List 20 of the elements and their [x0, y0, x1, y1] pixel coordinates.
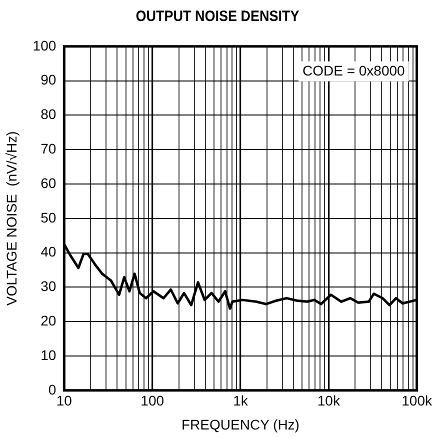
y-tick-label: 40	[40, 244, 56, 260]
y-tick-label: 20	[40, 312, 56, 328]
x-tick-label: 10	[56, 392, 72, 409]
y-tick-label: 0	[48, 381, 56, 398]
y-axis-title: VOLTAGE NOISE (nV/√Hz)	[3, 131, 20, 306]
y-tick-label: 90	[40, 72, 56, 88]
chart-title: OUTPUT NOISE DENSITY	[134, 8, 300, 25]
y-tick-label: 60	[40, 174, 56, 191]
y-tick-label: 50	[40, 209, 56, 226]
x-tick-label: 10k	[317, 392, 341, 409]
y-tick-label: 30	[40, 278, 56, 294]
x-axis-title: FREQUENCY (Hz)	[182, 416, 300, 432]
y-tick-label: 100	[32, 37, 56, 54]
x-tick-label: 100	[140, 392, 164, 409]
y-tick-label: 70	[40, 140, 56, 156]
x-tick-label: 1k	[233, 392, 249, 409]
annotation: CODE = 0x8000	[302, 62, 406, 78]
y-tick-label: 10	[40, 346, 56, 363]
x-tick-label: 100k	[402, 392, 433, 409]
y-tick-label: 80	[40, 106, 56, 122]
